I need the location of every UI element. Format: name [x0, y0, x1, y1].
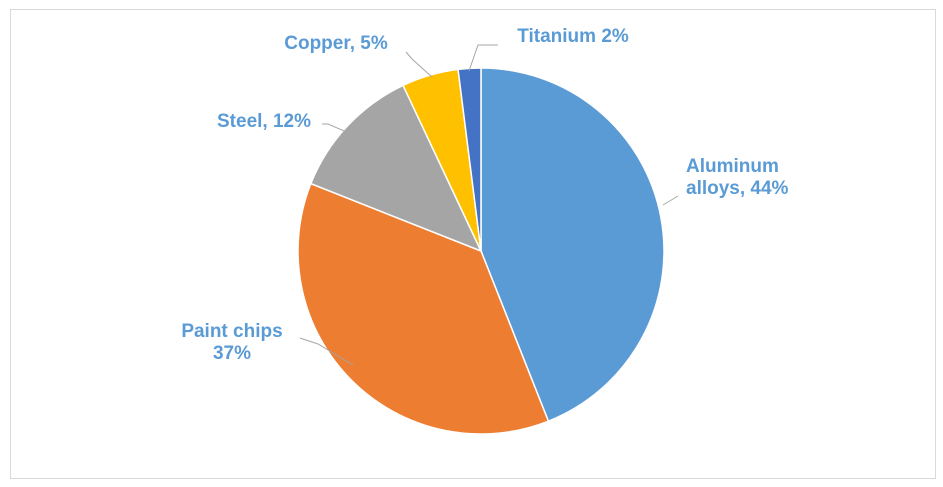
- data-label-line: Paint chips: [181, 321, 282, 342]
- pie-slice-aluminum-alloys: [480, 67, 665, 423]
- pie-slice-paint-chips: [297, 182, 550, 435]
- leader-lines: [299, 44, 679, 366]
- leader-line-steel: [322, 123, 359, 138]
- data-label-paint-chips: Paint chips 37%: [181, 321, 282, 364]
- data-labels: Aluminum alloys, 44% Paint chips 37% Steel, …: [181, 26, 788, 364]
- data-label-copper: Copper, 5%: [284, 33, 388, 54]
- leader-line-titanium: [468, 44, 498, 72]
- data-label-line: Aluminum: [686, 156, 779, 177]
- data-label-line: Titanium 2%: [517, 26, 629, 47]
- pie-slice-steel: [309, 84, 483, 253]
- leader-line-aluminum-alloys: [662, 195, 679, 206]
- pie-slices: [297, 67, 665, 435]
- data-label-line: Steel, 12%: [217, 111, 311, 132]
- data-label-line: alloys, 44%: [686, 178, 789, 199]
- leader-line-paint-chips: [299, 337, 354, 366]
- leader-line-copper: [405, 51, 433, 78]
- data-label-line: Copper, 5%: [284, 33, 388, 54]
- data-label-line: 37%: [213, 343, 251, 364]
- data-label-aluminum-alloys: Aluminum alloys, 44%: [686, 156, 789, 199]
- data-label-titanium: Titanium 2%: [517, 26, 629, 47]
- data-label-steel: Steel, 12%: [217, 111, 311, 132]
